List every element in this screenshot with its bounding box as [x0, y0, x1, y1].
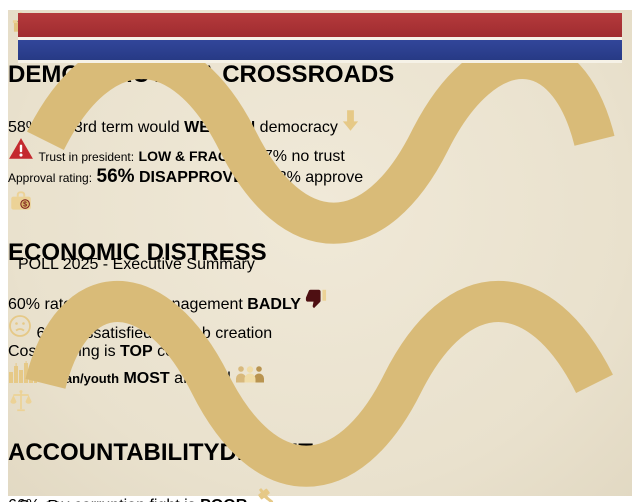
- briefcase-icon: $: [8, 188, 632, 219]
- page-title-line2: POLL 2025 - Executive Summary: [18, 255, 255, 273]
- stat-line: 56% DISAPPROVE: [96, 165, 244, 187]
- people-group-icon: [236, 365, 265, 383]
- ceprass-wordmark: CepRass: [18, 498, 622, 502]
- flag-stripe-white-1: [18, 37, 622, 40]
- ceprass-name-blue: Cep: [18, 498, 47, 502]
- ceprass-logo: CepRass Center for Policy, Research and …: [18, 498, 622, 502]
- stat-corruption: 66% say corruption fight is POOR: [8, 486, 632, 502]
- flag-stripe-green: [18, 63, 622, 77]
- thumbs-down-icon: [306, 289, 327, 308]
- arrow-down-icon: [343, 110, 359, 131]
- infographic-board: THE GAMBIA NATIONAL OPINION POLL 2025 - …: [8, 10, 632, 502]
- stat-value: 60%: [8, 295, 41, 313]
- stat-label: Trust in president:: [38, 149, 135, 164]
- flag-stripe-red: [18, 13, 622, 37]
- page-title-line2-wrap: POLL 2025 - Executive Summary: [18, 31, 622, 498]
- gavel-icon: [257, 488, 273, 502]
- title-banner: THE GAMBIA NATIONAL OPINION POLL 2025 - …: [18, 13, 622, 498]
- scales-of-justice-icon: [8, 388, 632, 419]
- flag-stripe-blue: [18, 40, 622, 60]
- flag-stripe-white-2: [18, 60, 622, 63]
- ceprass-name-red: Rass: [47, 498, 83, 502]
- bar-caption: no trust: [291, 147, 345, 165]
- header: THE GAMBIA NATIONAL OPINION POLL 2025 - …: [18, 13, 622, 502]
- warning-icon: [9, 137, 33, 159]
- stat-value: 66%: [8, 497, 40, 502]
- flourish-right-icon: [25, 280, 613, 487]
- stat-text: say corruption fight is POOR: [44, 497, 251, 502]
- panel-title: ECONOMIC DISTRESS: [8, 238, 267, 266]
- sad-face-icon: [9, 314, 31, 337]
- svg-text:$: $: [23, 201, 27, 208]
- stat-label: Approval rating:: [8, 170, 93, 185]
- panel-title-line2: A CROSSROADS: [199, 60, 395, 88]
